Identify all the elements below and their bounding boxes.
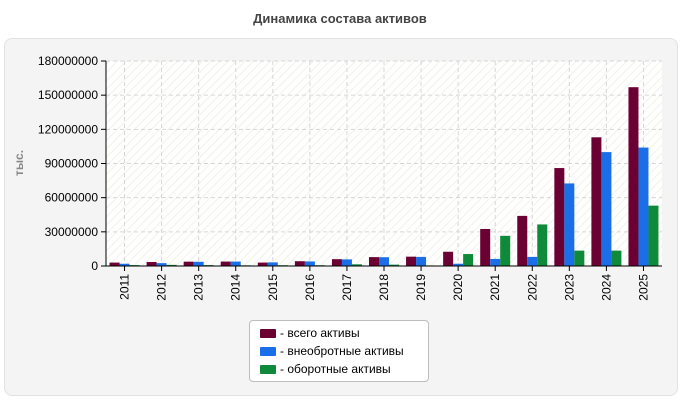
y-tick-label: 60000000 — [45, 191, 99, 205]
bar-series-1-2014 — [220, 261, 231, 266]
bar-series-3-2021 — [500, 235, 511, 266]
y-tick-label: 30000000 — [45, 225, 99, 239]
bar-series-3-2018 — [389, 264, 399, 266]
x-tick-label: 2015 — [266, 274, 280, 301]
x-tick-label: 2024 — [599, 274, 613, 301]
axis-layer: 0 30000000 60000000 90000000 120000000 150000… — [38, 54, 662, 301]
bar-series-1-2017 — [331, 259, 342, 266]
x-tick-label: 2014 — [229, 274, 243, 301]
bars-layer — [109, 87, 659, 266]
bar-series-2-2012 — [156, 263, 167, 266]
bar-series-2-2019 — [416, 256, 427, 266]
y-tick-label: 0 — [91, 259, 98, 273]
bar-series-2-2021 — [490, 258, 501, 266]
legend-item-current: - оборотные активы — [260, 361, 391, 377]
legend-swatch-noncurrent — [260, 346, 276, 356]
bar-series-1-2016 — [294, 261, 305, 266]
bar-series-1-2021 — [480, 228, 491, 266]
bar-series-1-2020 — [443, 251, 454, 266]
bar-series-1-2025 — [628, 87, 639, 266]
x-tick-label: 2011 — [118, 274, 132, 300]
bar-series-2-2015 — [267, 262, 278, 266]
bar-series-2-2016 — [304, 261, 315, 266]
bar-series-1-2013 — [183, 261, 194, 266]
bar-series-3-2023 — [574, 250, 585, 266]
bar-series-3-2020 — [463, 254, 474, 266]
bar-series-1-2022 — [517, 215, 528, 266]
bar-series-2-2022 — [527, 256, 538, 266]
x-tick-label: 2019 — [414, 274, 428, 301]
bar-series-2-2020 — [453, 263, 464, 266]
bar-series-2-2023 — [564, 183, 575, 266]
x-tick-label: 2012 — [155, 274, 169, 301]
legend-label-current: - оборотные активы — [280, 362, 391, 376]
y-tick-label: 180000000 — [38, 54, 98, 68]
legend-label-total: - всего активы — [280, 326, 360, 340]
bar-series-1-2019 — [406, 256, 417, 266]
bar-series-3-2017 — [351, 264, 362, 266]
legend-item-noncurrent: - внеобротные активы — [260, 343, 404, 359]
bar-series-1-2011 — [109, 262, 120, 266]
bar-series-1-2012 — [146, 262, 157, 266]
bar-series-1-2015 — [257, 262, 268, 266]
chart-title: Динамика состава активов — [253, 11, 427, 26]
bar-series-1-2024 — [591, 137, 602, 266]
bar-series-2-2018 — [379, 257, 389, 266]
bar-series-2-2024 — [601, 152, 612, 266]
bar-series-3-2022 — [537, 224, 548, 266]
bar-series-2-2025 — [638, 147, 649, 266]
legend-swatch-current — [260, 364, 276, 374]
bar-series-2-2011 — [119, 263, 130, 266]
x-tick-label: 2016 — [303, 274, 317, 301]
x-tick-label: 2020 — [451, 274, 465, 301]
x-tick-label: 2022 — [525, 274, 539, 301]
y-tick-label: 90000000 — [45, 157, 99, 171]
x-tick-label: 2018 — [377, 274, 391, 301]
x-tick-label: 2025 — [636, 274, 650, 301]
bar-series-2-2014 — [230, 261, 241, 266]
legend-item-total: - всего активы — [260, 325, 360, 341]
bar-series-3-2012 — [166, 264, 177, 266]
x-tick-label: 2013 — [192, 274, 206, 301]
y-tick-label: 120000000 — [38, 122, 98, 136]
bar-series-3-2024 — [611, 250, 622, 266]
bar-series-1-2018 — [369, 257, 379, 266]
legend-swatch-total — [260, 328, 276, 338]
x-tick-label: 2017 — [340, 274, 354, 301]
y-tick-label: 150000000 — [38, 88, 98, 102]
bar-series-2-2013 — [193, 261, 204, 266]
x-tick-label: 2023 — [562, 274, 576, 301]
bar-series-2-2017 — [341, 259, 352, 266]
legend: - всего активы - внеобротные активы - об… — [249, 320, 429, 382]
bar-series-3-2025 — [648, 205, 659, 266]
bar-series-1-2023 — [554, 168, 565, 266]
legend-label-noncurrent: - внеобротные активы — [280, 344, 404, 358]
y-axis-label: тыс. — [12, 150, 26, 176]
x-tick-label: 2021 — [488, 274, 502, 301]
